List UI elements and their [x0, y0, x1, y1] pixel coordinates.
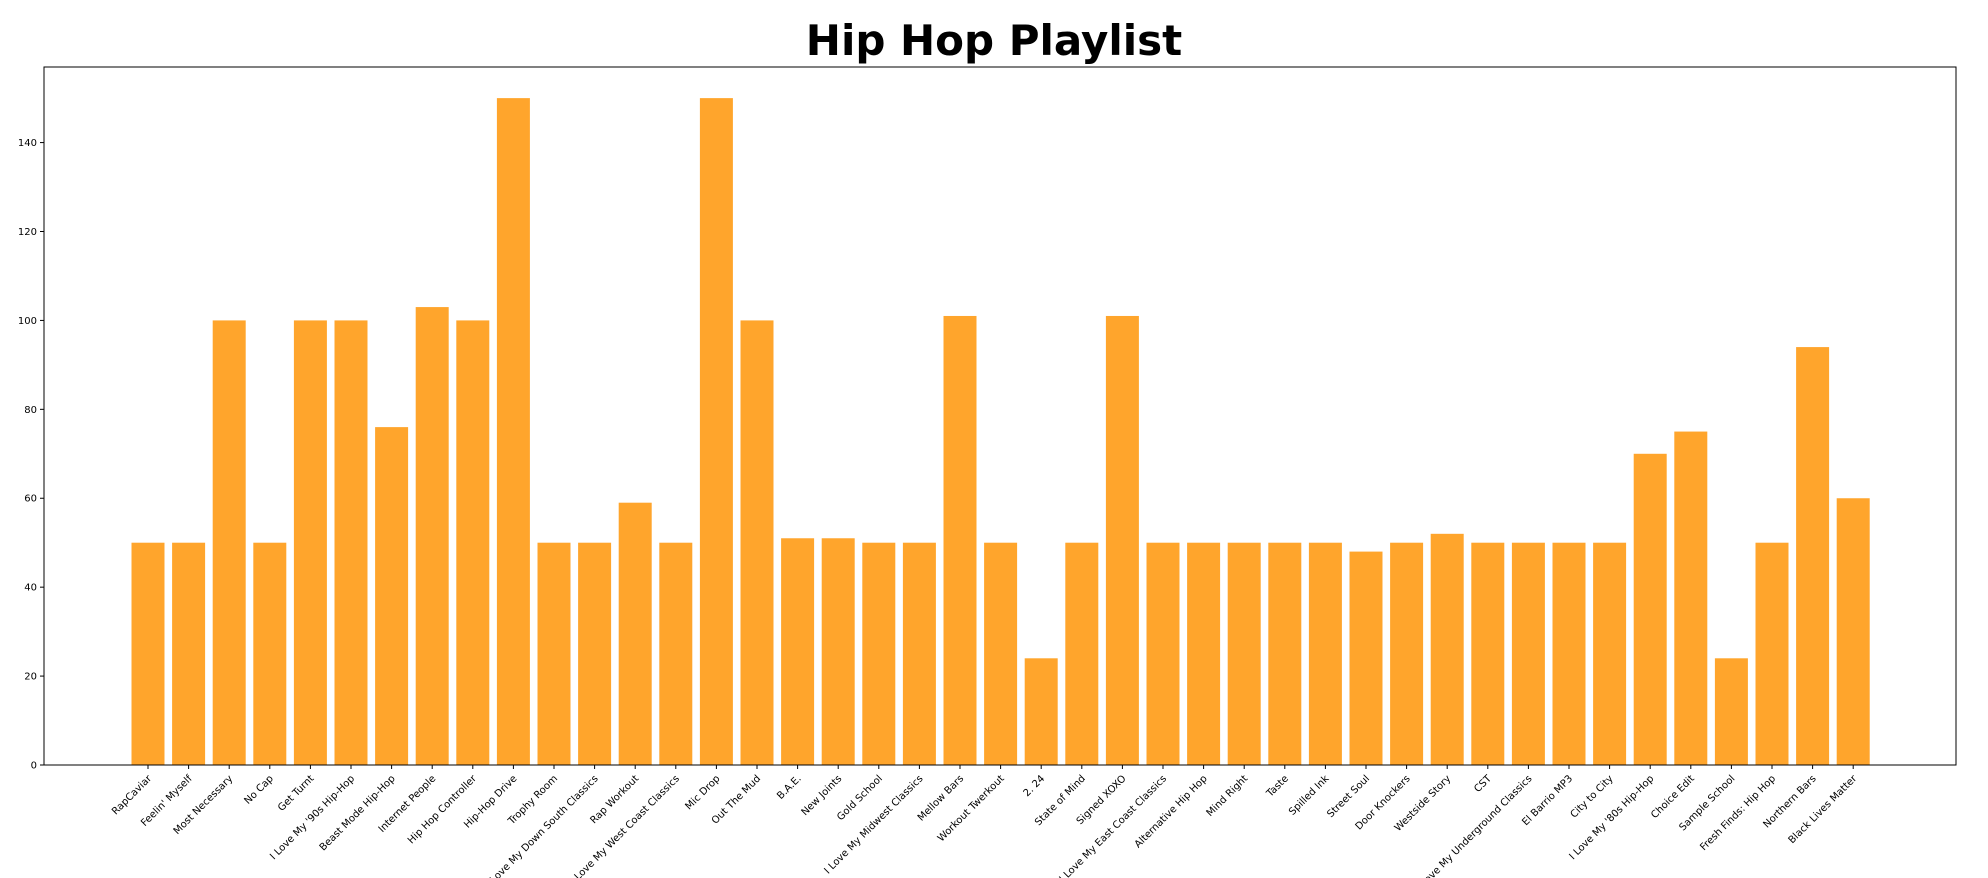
y-tick-label: 0 — [31, 761, 37, 772]
y-tick-label: 20 — [24, 672, 37, 683]
bar — [1146, 542, 1180, 765]
bar — [212, 320, 246, 765]
bar — [1349, 551, 1383, 765]
chart-title: Hip Hop Playlist — [805, 16, 1183, 65]
bar — [781, 538, 815, 765]
bar — [496, 98, 530, 765]
bar — [1065, 542, 1099, 765]
y-tick-label: 100 — [18, 316, 37, 327]
bar — [1593, 542, 1627, 765]
bar — [1227, 542, 1261, 765]
x-tick-label: Taste — [1264, 773, 1291, 800]
bar — [253, 542, 287, 765]
bar — [943, 315, 977, 765]
x-tick-label: RapCaviar — [110, 773, 155, 818]
bar — [659, 542, 693, 765]
bar — [821, 538, 855, 765]
x-tick-label: Alternative Hip Hop — [1133, 773, 1210, 850]
x-tick-label: Mic Drop — [684, 773, 723, 812]
bar — [1268, 542, 1302, 765]
y-tick-label: 120 — [18, 227, 37, 238]
bar — [1552, 542, 1586, 765]
x-tick-label: I Love My '90s Hip-Hop — [268, 773, 357, 862]
x-tick-label: Black Lives Matter — [1787, 773, 1860, 846]
bar — [1836, 498, 1870, 765]
x-tick-label: CST — [1472, 773, 1494, 795]
bar — [1024, 658, 1058, 765]
x-tick-label: New Joints — [800, 773, 845, 818]
bar — [618, 502, 652, 765]
bar — [1755, 542, 1789, 765]
y-tick-label: 80 — [24, 405, 37, 416]
x-tick-label: Mind Right — [1205, 773, 1251, 819]
bar — [456, 320, 490, 765]
x-tick-label: Beast Mode Hip-Hop — [318, 773, 398, 853]
y-axis: 0 20 40 60 80 100 120 140 — [18, 138, 44, 772]
bar — [131, 542, 165, 765]
bar — [699, 98, 733, 765]
bar — [1390, 542, 1424, 765]
bar — [1430, 533, 1464, 765]
bar — [1187, 542, 1221, 765]
bar — [902, 542, 936, 765]
bar — [537, 542, 571, 765]
bar — [1633, 453, 1667, 765]
x-tick-label: Hip Hop Controller — [406, 773, 480, 847]
bar — [1308, 542, 1342, 765]
bar — [293, 320, 327, 765]
bar — [375, 427, 409, 765]
bar — [1471, 542, 1505, 765]
bar — [578, 542, 612, 765]
bar — [1511, 542, 1545, 765]
bar — [1714, 658, 1748, 765]
x-tick-label: B.A.E. — [775, 773, 804, 802]
plot-frame — [43, 66, 1957, 766]
x-tick-label: No Cap — [243, 773, 276, 806]
bar — [740, 320, 774, 765]
bar — [1105, 315, 1139, 765]
bar — [172, 542, 206, 765]
bar — [1674, 431, 1708, 765]
bar — [334, 320, 368, 765]
bar — [984, 542, 1018, 765]
x-tick-label: 2. 24 — [1022, 773, 1048, 799]
y-tick-label: 60 — [24, 494, 37, 505]
y-tick-label: 140 — [18, 138, 37, 149]
bar — [862, 542, 896, 765]
x-tick-label: Fresh Finds: Hip Hop — [1698, 773, 1778, 853]
bar — [1796, 347, 1830, 765]
x-tick-label: Get Turnt — [276, 773, 316, 813]
x-tick-label: I Love My '80s Hip-Hop — [1567, 773, 1656, 862]
bars-layer — [131, 98, 1870, 765]
x-tick-label: Spilled Ink — [1287, 773, 1332, 818]
y-tick-label: 40 — [24, 583, 37, 594]
bar — [415, 307, 449, 765]
